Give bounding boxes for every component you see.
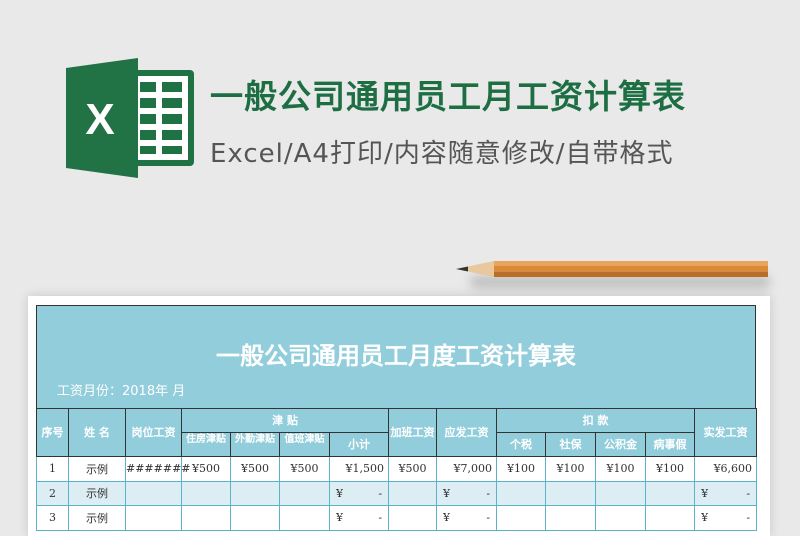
cell-name[interactable]: 示例	[68, 505, 126, 531]
cell-base[interactable]	[125, 480, 182, 506]
cell-leave[interactable]	[645, 505, 696, 531]
cell-overtime[interactable]	[388, 505, 438, 531]
value: -	[746, 486, 751, 500]
cell-tax[interactable]	[496, 480, 547, 506]
currency-symbol: ¥	[701, 486, 709, 500]
sheet-title: 一般公司通用员工月度工资计算表	[216, 342, 576, 370]
currency-symbol: ¥	[443, 486, 451, 500]
page-title: 一般公司通用员工月工资计算表	[210, 77, 686, 116]
cell-name[interactable]: 示例	[68, 456, 126, 482]
pencil-shadow	[470, 276, 770, 288]
value: -	[746, 511, 751, 525]
header-no: 序号	[36, 408, 69, 457]
cell-base[interactable]: #######	[125, 456, 191, 482]
value: -	[486, 511, 491, 525]
cell-leave[interactable]: ¥100	[645, 456, 696, 482]
cell-base[interactable]	[125, 505, 182, 531]
header-overtime: 加班工资	[388, 408, 438, 457]
cell-net[interactable]: ¥ -	[694, 480, 758, 506]
header-name: 姓 名	[68, 408, 126, 457]
header-tax: 个税	[496, 432, 547, 457]
header-gross: 应发工资	[436, 408, 498, 457]
currency-symbol: ¥	[701, 511, 709, 525]
header-fund: 公积金	[595, 432, 647, 457]
cell-no[interactable]: 3	[36, 505, 69, 531]
cell-overtime[interactable]: ¥500	[388, 456, 438, 482]
table-row: 2 示例 ¥ - ¥ - ¥ -	[36, 480, 758, 506]
cell-duty[interactable]: ¥500	[279, 456, 330, 482]
cell-gross[interactable]: ¥7,000	[436, 456, 498, 482]
header-housing: 住房津贴	[181, 432, 231, 457]
cell-no[interactable]: 2	[36, 480, 69, 506]
value: -	[378, 511, 383, 525]
cell-subtotal[interactable]: ¥ -	[328, 480, 390, 506]
cell-name[interactable]: 示例	[68, 480, 126, 506]
sheet-title-band: 一般公司通用员工月度工资计算表 工资月份：2018年 月	[36, 305, 756, 408]
header-field: 外勤津贴	[230, 432, 280, 457]
table-row: 1 示例 ####### ¥500 ¥500 ¥500 ¥1,500 ¥500 …	[36, 456, 758, 482]
cell-fund[interactable]	[595, 505, 647, 531]
cell-net[interactable]: ¥ -	[694, 505, 758, 531]
cell-net[interactable]: ¥6,600	[694, 456, 758, 482]
header-duty: 值班津贴	[279, 432, 330, 457]
header-allowance: 津 贴	[180, 408, 390, 433]
cell-tax[interactable]: ¥100	[496, 456, 547, 482]
cell-field[interactable]: ¥500	[230, 456, 280, 482]
cell-leave[interactable]	[645, 480, 696, 506]
cell-gross[interactable]: ¥ -	[436, 480, 498, 506]
cell-social[interactable]: ¥100	[545, 456, 597, 482]
cell-gross[interactable]: ¥ -	[436, 505, 498, 531]
header-base: 岗位工资	[125, 408, 182, 457]
currency-symbol: ¥	[443, 511, 451, 525]
cell-housing[interactable]	[181, 505, 231, 531]
currency-symbol: ¥	[336, 511, 343, 525]
cell-duty[interactable]	[279, 480, 330, 506]
table-row: 3 示例 ¥ - ¥ - ¥ -	[36, 505, 758, 531]
header-social: 社保	[545, 432, 597, 457]
svg-text:X: X	[85, 95, 114, 144]
pencil-icon	[456, 261, 768, 277]
header-net: 实发工资	[694, 408, 758, 457]
cell-field[interactable]	[230, 480, 280, 506]
cell-housing[interactable]	[181, 480, 231, 506]
cell-tax[interactable]	[496, 505, 547, 531]
header-subtotal: 小计	[328, 432, 390, 457]
cell-duty[interactable]	[279, 505, 330, 531]
cell-fund[interactable]: ¥100	[595, 456, 647, 482]
header-deduct: 扣 款	[496, 408, 696, 433]
cell-field[interactable]	[230, 505, 280, 531]
salary-table: 序号 姓 名 岗位工资 津 贴 加班工资 应发工资 扣 款 实发工资 住房津贴 …	[36, 408, 758, 531]
cell-no[interactable]: 1	[36, 456, 69, 482]
salary-month-label: 工资月份：2018年 月	[57, 384, 186, 399]
currency-symbol: ¥	[336, 486, 343, 500]
page-subtitle: Excel/A4打印/内容随意修改/自带格式	[210, 139, 674, 169]
cell-social[interactable]	[545, 480, 597, 506]
header-leave: 病事假	[645, 432, 696, 457]
value: -	[378, 486, 383, 500]
cell-housing[interactable]: ¥500	[181, 456, 231, 482]
cell-subtotal[interactable]: ¥1,500	[328, 456, 390, 482]
cell-subtotal[interactable]: ¥ -	[328, 505, 390, 531]
cell-fund[interactable]	[595, 480, 647, 506]
cell-social[interactable]	[545, 505, 597, 531]
cell-overtime[interactable]	[388, 480, 438, 506]
excel-logo-icon: X	[66, 58, 194, 178]
value: -	[486, 486, 491, 500]
